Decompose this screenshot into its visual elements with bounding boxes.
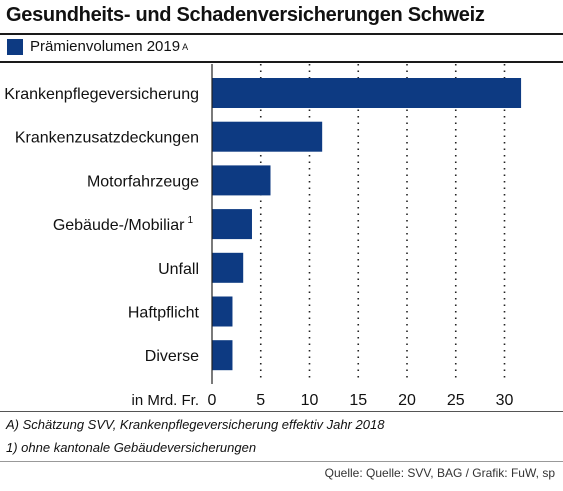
bar xyxy=(212,340,233,371)
bar xyxy=(212,252,244,283)
footnote-1: 1) ohne kantonale Gebäudeversicherungen xyxy=(6,440,257,455)
tick-label: 30 xyxy=(496,392,514,409)
title-rule xyxy=(0,33,563,35)
footnote-a: A) Schätzung SVV, Krankenpflegeversicher… xyxy=(6,417,385,432)
bar-chart: Krankenpflegeversicherung Krankenzusatzde… xyxy=(4,64,522,409)
tick-label: 20 xyxy=(398,392,416,409)
legend-label: Prämienvolumen 2019 xyxy=(30,38,181,55)
category-label: Gebäude-/Mobiliar 1 xyxy=(53,215,194,234)
legend-rule xyxy=(0,61,563,63)
category-label: Unfall xyxy=(158,261,199,278)
tick-label: 15 xyxy=(349,392,367,409)
category-label: Haftpflicht xyxy=(128,305,200,322)
bar xyxy=(212,121,323,152)
chart-title: Gesundheits- und Schadenversicherungen S… xyxy=(6,4,485,26)
source-rule xyxy=(0,461,563,462)
category-label: Krankenpflegeversicherung xyxy=(4,86,199,103)
category-label: Krankenzusatzdeckungen xyxy=(15,130,199,147)
tick-label: 25 xyxy=(447,392,465,409)
category-label: Motorfahrzeuge xyxy=(87,173,199,190)
legend-marker: A xyxy=(182,41,189,52)
source-note: Quelle: Quelle: SVV, BAG / Grafik: FuW, … xyxy=(324,466,555,480)
tick-label: 10 xyxy=(301,392,319,409)
footnote-rule xyxy=(0,411,563,412)
legend: Prämienvolumen 2019 A xyxy=(7,38,188,55)
tick-label: 5 xyxy=(256,392,265,409)
category-label: Diverse xyxy=(145,348,199,365)
tick-label: 0 xyxy=(208,392,217,409)
bar xyxy=(212,165,271,196)
bar xyxy=(212,78,522,108)
bar xyxy=(212,209,252,240)
axis-unit-label: in Mrd. Fr. xyxy=(131,392,199,409)
legend-swatch xyxy=(7,38,23,55)
bar xyxy=(212,296,233,327)
